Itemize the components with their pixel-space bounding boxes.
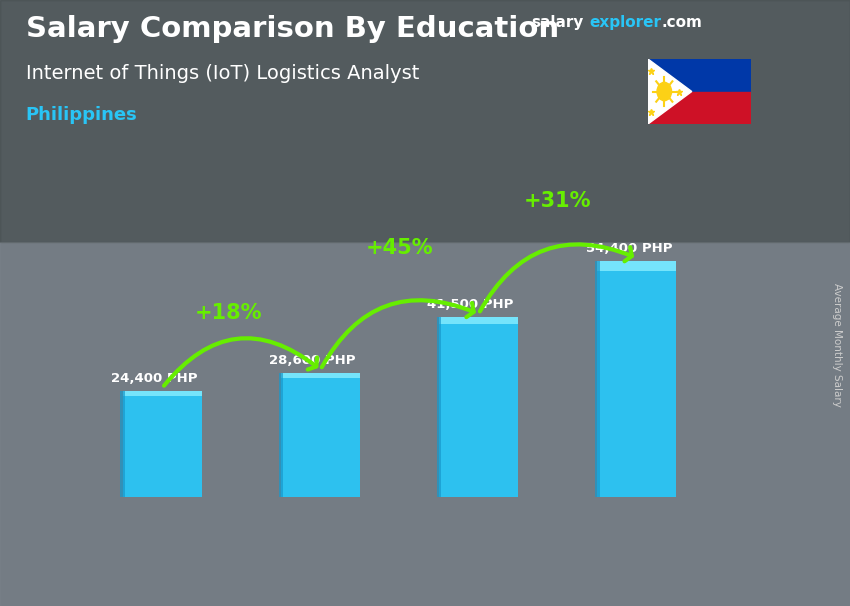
Bar — [648, 92, 751, 124]
Text: +31%: +31% — [524, 191, 592, 211]
Bar — [280, 373, 360, 497]
Text: 28,600 PHP: 28,600 PHP — [269, 354, 356, 367]
Bar — [122, 391, 201, 396]
Bar — [122, 391, 201, 497]
Text: salary: salary — [531, 15, 584, 30]
Text: +18%: +18% — [195, 302, 263, 322]
Bar — [595, 261, 599, 497]
Text: 24,400 PHP: 24,400 PHP — [111, 372, 198, 385]
Bar — [439, 318, 518, 324]
Text: explorer: explorer — [589, 15, 661, 30]
Bar — [598, 261, 677, 497]
Polygon shape — [648, 59, 692, 124]
Bar — [280, 373, 360, 378]
Circle shape — [657, 82, 672, 101]
Text: Average Monthly Salary: Average Monthly Salary — [832, 284, 842, 407]
Bar — [0, 242, 850, 606]
Bar — [648, 59, 751, 92]
Bar — [0, 0, 850, 242]
Bar — [121, 391, 125, 497]
Bar — [439, 318, 518, 497]
Bar — [279, 373, 283, 497]
Text: 41,500 PHP: 41,500 PHP — [428, 298, 514, 311]
Bar — [437, 318, 441, 497]
Bar — [598, 261, 677, 271]
Text: 54,400 PHP: 54,400 PHP — [586, 242, 672, 255]
Text: .com: .com — [661, 15, 702, 30]
Text: +45%: +45% — [366, 238, 434, 258]
Text: Internet of Things (IoT) Logistics Analyst: Internet of Things (IoT) Logistics Analy… — [26, 64, 419, 82]
Text: Salary Comparison By Education: Salary Comparison By Education — [26, 15, 558, 43]
Text: Philippines: Philippines — [26, 106, 137, 124]
